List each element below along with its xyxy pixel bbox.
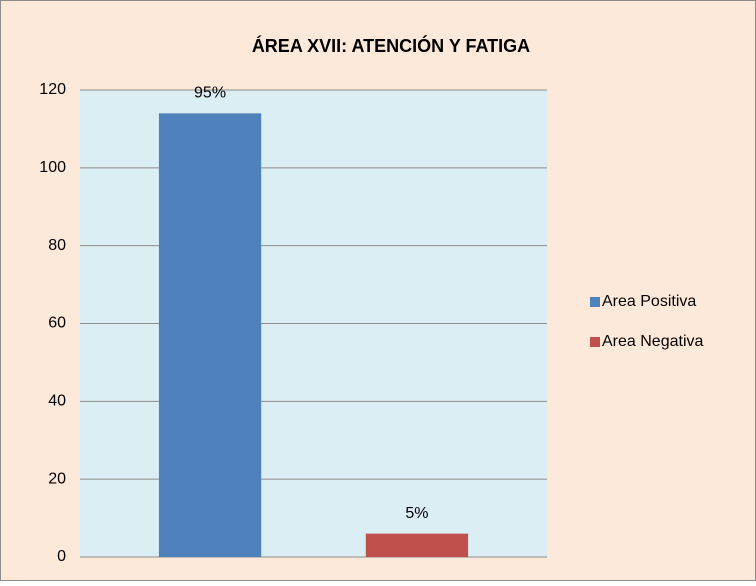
legend-swatch (590, 297, 600, 307)
bar (158, 113, 262, 557)
legend-swatch (590, 337, 600, 347)
y-tick-label: 120 (39, 81, 66, 98)
y-tick-label: 100 (39, 159, 66, 176)
y-tick-label: 0 (57, 548, 66, 565)
legend-label: Area Positiva (602, 293, 696, 310)
bar (365, 533, 469, 557)
y-tick-label: 40 (48, 393, 66, 410)
legend-label: Area Negativa (602, 333, 703, 350)
y-tick-label: 60 (48, 315, 66, 332)
data-label: 95% (194, 85, 226, 102)
y-tick-label: 20 (48, 470, 66, 487)
chart-title: ÁREA XVII: ATENCIÓN Y FATIGA (252, 35, 530, 56)
y-tick-label: 80 (48, 237, 66, 254)
data-label: 5% (405, 505, 428, 522)
